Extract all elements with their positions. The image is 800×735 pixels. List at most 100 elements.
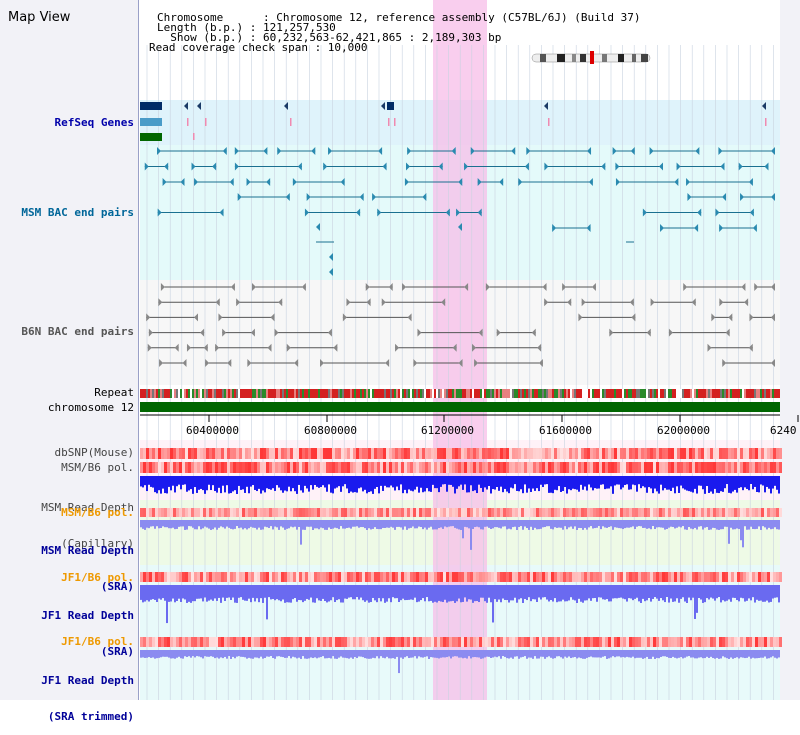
jf1-sra-depth-bar [632, 585, 634, 601]
jf1-pol-heat-cell [506, 637, 509, 647]
jf1-sra-depth-bar [310, 585, 312, 598]
track-label-repeat[interactable]: Repeat [94, 386, 134, 399]
b6n-bac-pair-end [278, 298, 283, 307]
jf1-pol-heat-cell [368, 572, 371, 582]
msm-bac-pair-end [720, 162, 725, 171]
msm-capillary-depth-bar [370, 476, 372, 492]
jf1-trimmed-depth-bar [672, 650, 674, 657]
dbsnp-heat-cell [176, 448, 179, 459]
jf1-pol-heat-cell [533, 572, 536, 582]
msm-capillary-depth-bar [196, 476, 198, 493]
track-label-b6n-bac[interactable]: B6N BAC end pairs [21, 325, 134, 338]
jf1-sra-depth-bar [332, 585, 334, 598]
repeat-element [494, 389, 496, 398]
track-label-msm-bac[interactable]: MSM BAC end pairs [21, 206, 134, 219]
jf1-sra-depth-bar [750, 585, 752, 601]
jf1-trimmed-depth-bar [340, 650, 342, 657]
msm-sra-depth-bar [416, 520, 418, 529]
jf1-pol-heat-cell [653, 572, 656, 582]
msm-capillary-depth-bar [148, 476, 150, 485]
jf1-pol-heat-cell [311, 572, 314, 582]
track-label-msm-depth-sra[interactable]: MSM Read Depth (SRA) [41, 521, 134, 605]
repeat-element [554, 389, 556, 398]
jf1-trimmed-depth-bar [392, 650, 394, 659]
msm-sra-depth-bar [180, 520, 182, 527]
jf1-sra-depth-bar [626, 585, 628, 602]
msm-capillary-depth-bar [774, 476, 776, 486]
repeat-element [438, 389, 440, 398]
jf1-sra-depth-bar [208, 585, 210, 601]
jf1-pol-heat-cell [713, 572, 716, 582]
msm-sra-depth-bar [336, 520, 338, 529]
msm-capillary-depth-bar [668, 476, 670, 490]
jf1-trimmed-depth-bar [380, 650, 382, 657]
dbsnp-heat-cell [656, 448, 659, 459]
ideogram-band [540, 54, 546, 62]
repeat-element [314, 389, 316, 398]
track-label-msm-depth-capillary[interactable]: MSM Read Depth (Capillary) [41, 478, 134, 562]
dbsnp-heat-cell [311, 448, 314, 459]
track-label-jf1-b6-pol-2[interactable]: JF1/B6 pol. [61, 635, 134, 648]
track-label-msm-b6-pol-2[interactable]: MSM/B6 pol. [61, 506, 134, 519]
dbsnp-heat-cell [257, 448, 260, 459]
msm-capillary-depth-bar [508, 476, 510, 494]
msm-capillary-depth-bar [396, 476, 398, 487]
dbsnp-heat-cell [602, 448, 605, 459]
msm-sra-depth-bar [596, 520, 598, 528]
track-label-refseq-genes[interactable]: RefSeq Genes [54, 116, 134, 129]
msm-pol-heat-cell [356, 462, 359, 473]
jf1-sra-depth-bar [196, 585, 198, 599]
jf1-pol-heat-cell [338, 572, 341, 582]
msm-capillary-depth-bar [510, 476, 512, 488]
jf1-sra-depth-bar [600, 585, 602, 598]
msm-capillary-depth-bar [410, 476, 412, 491]
msm-sra-depth-bar [526, 520, 528, 529]
jf1-pol-heat-cell [443, 637, 446, 647]
track-label-chromosome[interactable]: chromosome 12 [47, 401, 134, 414]
jf1-pol-heat-cell [161, 572, 164, 582]
track-label-msm-b6-pol-1[interactable]: MSM/B6 pol. [61, 461, 134, 474]
jf1-sra-depth-bar [744, 585, 746, 602]
jf1-sra-depth-bar [466, 585, 468, 602]
jf1-sra-depth-bar [324, 585, 326, 602]
msm-pol-heat-cell [458, 508, 461, 517]
msm-pol-heat-cell [143, 462, 146, 473]
jf1-sra-depth-bar [594, 585, 596, 598]
msm-pol-heat-cell [266, 462, 269, 473]
jf1-pol-heat-cell [641, 637, 644, 647]
repeat-element [700, 389, 702, 398]
jf1-pol-heat-cell [689, 637, 692, 647]
dbsnp-heat-cell [260, 448, 263, 459]
jf1-trimmed-depth-bar [458, 650, 460, 658]
msm-bac-pair-end [544, 162, 549, 171]
repeat-element [142, 389, 144, 398]
repeat-element [392, 389, 394, 398]
track-label-jf1-depth-trimmed[interactable]: JF1 Read Depth (SRA trimmed) [41, 651, 134, 735]
msm-pol-heat-cell [536, 462, 539, 473]
msm-capillary-depth-bar [272, 476, 274, 489]
msm-sra-depth-bar [208, 520, 210, 529]
jf1-sra-depth-bar [232, 585, 234, 598]
track-label-jf1-depth-sra[interactable]: JF1 Read Depth (SRA) [41, 586, 134, 670]
jf1-pol-heat-cell [740, 572, 743, 582]
jf1-sra-depth-bar [206, 585, 208, 602]
msm-pol-heat-cell [698, 508, 701, 517]
repeat-element [760, 389, 762, 398]
msm-bac-pair-end [748, 178, 753, 186]
genome-map-canvas[interactable] [0, 0, 800, 700]
jf1-pol-heat-cell [152, 572, 155, 582]
msm-sra-depth-bar [570, 520, 572, 527]
track-label-jf1-b6-pol-1[interactable]: JF1/B6 pol. [61, 571, 134, 584]
msm-sra-depth-bar [644, 520, 646, 528]
dbsnp-heat-cell [497, 448, 500, 459]
repeat-element [634, 389, 636, 398]
jf1-sra-depth-bar [344, 585, 346, 599]
jf1-sra-depth-bar [740, 585, 742, 598]
jf1-sra-depth-bar [166, 585, 168, 624]
repeat-element [604, 389, 606, 398]
msm-pol-heat-cell [593, 462, 596, 473]
msm-pol-heat-cell [626, 508, 629, 517]
msm-sra-depth-bar [574, 520, 576, 527]
track-label-dbsnp[interactable]: dbSNP(Mouse) [54, 446, 134, 459]
repeat-element [732, 389, 734, 398]
